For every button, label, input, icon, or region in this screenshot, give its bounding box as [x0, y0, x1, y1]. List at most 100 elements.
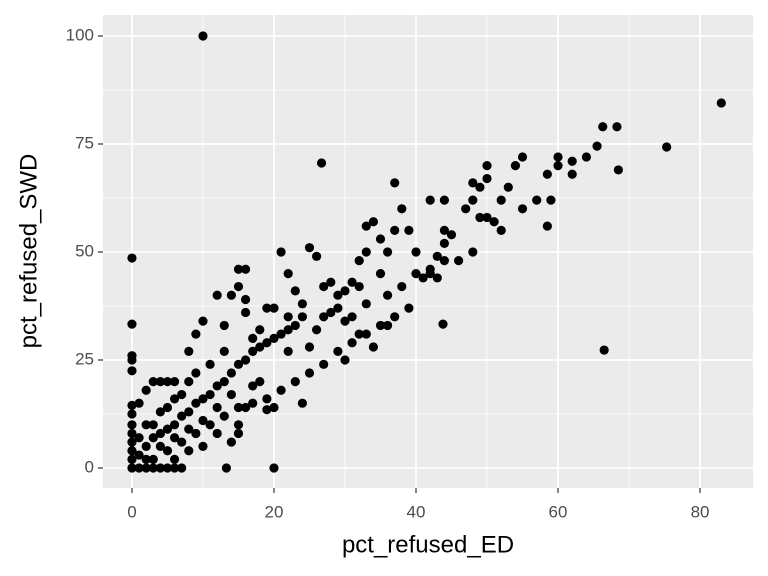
point — [248, 398, 258, 408]
point — [304, 243, 315, 253]
y-tick-label: 100 — [66, 25, 94, 44]
point — [425, 268, 435, 279]
point — [347, 277, 357, 287]
point — [319, 281, 329, 292]
point — [127, 409, 137, 419]
point — [553, 152, 563, 162]
point — [542, 221, 552, 231]
point — [333, 290, 343, 300]
point — [169, 463, 180, 473]
point — [276, 329, 286, 339]
point — [233, 281, 244, 292]
point — [404, 225, 414, 235]
point — [262, 303, 272, 313]
point — [127, 253, 137, 263]
point — [439, 195, 450, 205]
point — [127, 428, 137, 439]
point — [248, 381, 258, 391]
point — [411, 268, 421, 279]
point — [198, 441, 208, 451]
point — [127, 446, 137, 456]
point — [127, 437, 137, 447]
point — [162, 446, 173, 456]
point — [233, 264, 244, 274]
point — [482, 160, 492, 171]
point — [155, 428, 165, 439]
point — [361, 299, 371, 309]
point — [134, 450, 144, 460]
point — [361, 329, 371, 339]
point — [404, 303, 414, 313]
point — [155, 441, 165, 451]
point — [290, 376, 300, 387]
point — [162, 424, 173, 434]
point — [148, 454, 158, 464]
point — [219, 411, 229, 421]
point — [127, 366, 137, 376]
point — [233, 359, 244, 369]
point — [240, 355, 251, 365]
point — [375, 234, 386, 244]
point — [439, 238, 450, 248]
point — [319, 312, 329, 322]
point — [382, 247, 393, 257]
point — [148, 420, 158, 430]
point — [304, 368, 315, 378]
point — [262, 394, 272, 404]
x-tick-label: 20 — [265, 502, 284, 521]
point — [438, 319, 448, 329]
point — [297, 299, 307, 309]
point — [283, 312, 293, 322]
point — [390, 312, 400, 322]
point — [262, 338, 272, 348]
point — [212, 290, 222, 300]
point — [184, 346, 194, 356]
point — [248, 346, 258, 356]
point — [127, 420, 137, 430]
point — [205, 420, 215, 430]
point — [581, 152, 592, 162]
point — [503, 182, 513, 192]
point — [517, 204, 528, 214]
point — [276, 385, 286, 395]
point — [326, 277, 336, 287]
point — [177, 463, 187, 473]
point — [347, 338, 357, 348]
point — [454, 256, 464, 266]
point — [390, 178, 400, 188]
point — [542, 169, 552, 179]
point — [340, 355, 350, 365]
point — [233, 402, 244, 413]
point — [184, 376, 194, 387]
point — [134, 433, 144, 443]
point — [127, 400, 137, 410]
point — [468, 195, 478, 205]
point — [177, 389, 187, 400]
point — [432, 251, 442, 261]
point — [411, 247, 421, 257]
x-tick-label: 0 — [127, 502, 136, 521]
point — [283, 325, 293, 335]
point — [191, 398, 201, 408]
point — [461, 204, 471, 214]
point — [290, 320, 300, 331]
point — [219, 346, 229, 356]
point — [439, 256, 450, 266]
point — [375, 268, 386, 279]
point — [283, 268, 293, 279]
point — [354, 281, 364, 292]
point — [255, 342, 265, 352]
point — [226, 290, 236, 300]
point — [127, 454, 137, 464]
y-tick-label: 75 — [75, 133, 94, 152]
point — [221, 463, 232, 473]
point — [212, 402, 222, 413]
point — [496, 225, 506, 235]
point — [255, 325, 265, 335]
point — [311, 251, 322, 261]
point — [276, 247, 286, 257]
point — [169, 454, 180, 464]
point — [155, 376, 165, 387]
point — [198, 316, 208, 326]
point — [333, 346, 343, 356]
